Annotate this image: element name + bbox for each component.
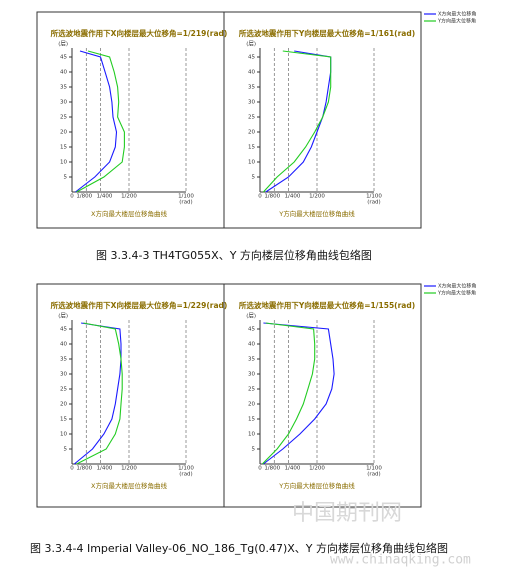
y-tick-label: 5 [64, 447, 68, 453]
series-line [76, 50, 125, 193]
series-line [75, 50, 118, 193]
x-axis-label: Y方向最大楼层位移角曲线 [278, 209, 355, 218]
y-tick-label: 45 [248, 327, 255, 333]
x-tick-label: 1/800 [76, 194, 92, 200]
y-tick-label: 40 [60, 70, 67, 76]
caption: 图 3.3.4-4 Imperial Valley-06_NO_186_Tg(0… [30, 541, 448, 555]
x-tick-label: 0 [258, 466, 262, 472]
y-unit: (层) [246, 313, 256, 320]
chart-title: 所选波地震作用下Y向楼层最大位移角=1/155(rad) [239, 300, 415, 310]
series-line [261, 322, 316, 465]
y-tick-label: 45 [60, 327, 67, 333]
y-tick-label: 40 [248, 70, 255, 76]
y-tick-label: 20 [248, 402, 255, 408]
x-tick-label: 1/800 [264, 466, 280, 472]
y-tick-label: 35 [248, 85, 255, 91]
y-tick-label: 10 [248, 432, 255, 438]
figure-frame [36, 11, 422, 229]
series-line [73, 322, 122, 465]
x-tick-label: 1/100 [178, 194, 194, 200]
x-axis-label: X方向最大楼层位移角曲线 [91, 209, 167, 218]
x-tick-label: 1/400 [97, 466, 113, 472]
legend-label: Y方向最大位移角 [437, 18, 476, 25]
y-unit: (层) [58, 41, 68, 48]
x-tick-label: 1/200 [121, 194, 137, 200]
x-tick-label: 1/100 [366, 194, 382, 200]
x-unit: (rad) [179, 472, 192, 478]
x-tick-label: 1/200 [309, 466, 325, 472]
y-tick-label: 15 [60, 145, 67, 151]
y-tick-label: 10 [60, 432, 67, 438]
x-unit: (rad) [367, 200, 380, 206]
x-tick-label: 0 [258, 194, 262, 200]
y-tick-label: 20 [248, 130, 255, 136]
x-unit: (rad) [179, 200, 192, 206]
y-tick-label: 35 [248, 357, 255, 363]
chart-title: 所选波地震作用下X向楼层最大位移角=1/219(rad) [51, 28, 228, 38]
legend-label: Y方向最大位移角 [437, 290, 476, 297]
x-tick-label: 0 [70, 194, 74, 200]
y-tick-label: 20 [60, 402, 67, 408]
x-tick-label: 1/800 [76, 466, 92, 472]
legend-label: X方向最大位移角 [438, 283, 476, 290]
x-axis-label: X方向最大楼层位移角曲线 [91, 481, 167, 490]
y-tick-label: 25 [248, 387, 255, 393]
x-tick-label: 1/400 [97, 194, 113, 200]
y-tick-label: 45 [248, 55, 255, 61]
y-tick-label: 25 [248, 115, 255, 121]
y-tick-label: 15 [248, 145, 255, 151]
y-tick-label: 15 [248, 417, 255, 423]
legend-label: X方向最大位移角 [438, 11, 476, 18]
caption: 图 3.3.4-3 TH4TG055X、Y 方向楼层位移角曲线包络图 [96, 248, 372, 262]
series-line [76, 322, 123, 465]
y-tick-label: 30 [248, 100, 255, 106]
y-tick-label: 40 [60, 342, 67, 348]
watermark-url: www.chinaqking.com [330, 553, 471, 568]
y-tick-label: 10 [248, 160, 255, 166]
y-tick-label: 30 [60, 100, 67, 106]
y-unit: (层) [58, 313, 68, 320]
y-tick-label: 35 [60, 357, 67, 363]
x-tick-label: 1/400 [285, 466, 301, 472]
x-tick-label: 1/400 [285, 194, 301, 200]
y-tick-label: 25 [60, 115, 67, 121]
x-tick-label: 1/100 [178, 466, 194, 472]
series-line [263, 322, 335, 465]
y-tick-label: 45 [60, 55, 67, 61]
y-tick-label: 30 [248, 372, 255, 378]
series-line [262, 50, 332, 193]
y-tick-label: 5 [252, 447, 256, 453]
x-tick-label: 1/100 [366, 466, 382, 472]
y-tick-label: 30 [60, 372, 67, 378]
y-tick-label: 15 [60, 417, 67, 423]
watermark: 中国期刊网 [292, 501, 402, 526]
y-tick-label: 5 [252, 175, 256, 181]
y-tick-label: 25 [60, 387, 67, 393]
chart-title: 所选波地震作用下X向楼层最大位移角=1/229(rad) [51, 300, 228, 310]
y-unit: (层) [246, 41, 256, 48]
y-tick-label: 40 [248, 342, 255, 348]
figure-frame [36, 283, 422, 508]
x-tick-label: 1/200 [121, 466, 137, 472]
chart-title: 所选波地震作用下Y向楼层最大位移角=1/161(rad) [239, 28, 415, 38]
y-tick-label: 35 [60, 85, 67, 91]
x-tick-label: 1/800 [264, 194, 280, 200]
x-tick-label: 1/200 [309, 194, 325, 200]
x-axis-label: Y方向最大楼层位移角曲线 [278, 481, 355, 490]
y-tick-label: 5 [64, 175, 68, 181]
y-tick-label: 10 [60, 160, 67, 166]
y-tick-label: 20 [60, 130, 67, 136]
x-tick-label: 0 [70, 466, 74, 472]
series-line [265, 50, 332, 193]
x-unit: (rad) [367, 472, 380, 478]
